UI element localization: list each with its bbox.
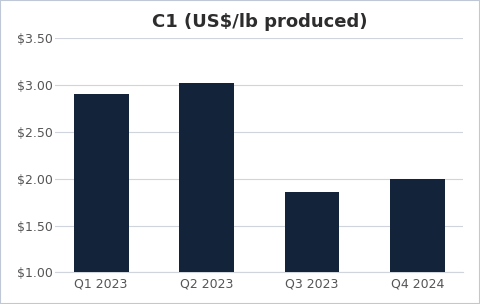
Bar xyxy=(179,83,234,272)
Bar xyxy=(390,179,445,272)
Title: C1 (US$/lb produced): C1 (US$/lb produced) xyxy=(152,13,367,31)
Bar xyxy=(74,94,129,272)
Bar xyxy=(285,192,339,272)
